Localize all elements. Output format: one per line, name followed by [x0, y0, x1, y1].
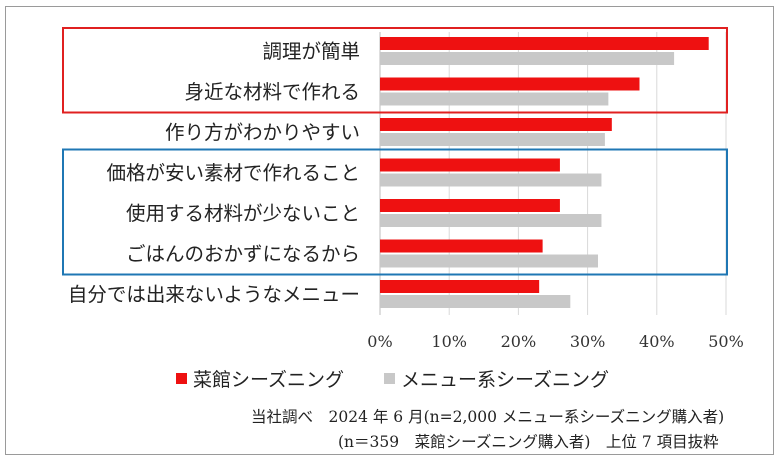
- bar-saikan-2: [380, 118, 612, 131]
- bar-saikan-4: [380, 199, 560, 212]
- bar-menu-5: [380, 254, 598, 268]
- category-label: ごはんのおかずになるから: [126, 243, 360, 266]
- bar-saikan-1: [380, 77, 640, 91]
- category-label: 価格が安い素材で作れること: [106, 162, 360, 185]
- bar-saikan-3: [380, 158, 560, 172]
- bar-menu-4: [380, 214, 602, 227]
- bar-menu-2: [380, 133, 605, 146]
- highlight-box-2: [62, 148, 728, 276]
- bar-menu-1: [380, 92, 609, 106]
- x-tick-label: 10%: [431, 332, 467, 351]
- bar-saikan-5: [380, 239, 543, 253]
- category-label: 使用する材料が少ないこと: [126, 202, 360, 225]
- legend-swatch-series-2: [384, 373, 395, 384]
- bar-saikan-0: [380, 37, 709, 50]
- legend-label-series-1: 菜館シーズニング: [193, 369, 345, 391]
- bar-saikan-6: [380, 280, 540, 293]
- source-note-line-2: (n＝359 菜館シーズニング購入者) 上位 7 項目抜粋: [338, 433, 719, 451]
- x-tick-label: 30%: [570, 332, 606, 351]
- category-label: 自分では出来ないようなメニュー: [68, 283, 360, 306]
- chart-frame: [5, 6, 774, 455]
- legend-item-series-2: メニュー系シーズニング: [384, 365, 609, 392]
- x-tick-label: 40%: [639, 332, 675, 351]
- category-label: 作り方がわかりやすい: [165, 121, 360, 144]
- bar-menu-0: [380, 52, 675, 65]
- legend-label-series-2: メニュー系シーズニング: [401, 369, 610, 391]
- legend-item-series-1: 菜館シーズニング: [176, 365, 344, 392]
- bar-menu-3: [380, 173, 602, 187]
- category-label: 身近な材料で作れる: [184, 81, 360, 104]
- x-tick-label: 20%: [501, 332, 537, 351]
- category-label: 調理が簡単: [262, 40, 360, 63]
- bar-menu-6: [380, 295, 571, 308]
- legend-swatch-series-1: [176, 373, 187, 384]
- x-tick-label: 0%: [367, 332, 392, 351]
- highlight-box-1: [62, 27, 728, 114]
- source-note-line-1: 当社調べ 2024 年 6 月(n=2,000 メニュー系シーズニング購入者): [251, 408, 725, 426]
- x-tick-label: 50%: [708, 332, 744, 351]
